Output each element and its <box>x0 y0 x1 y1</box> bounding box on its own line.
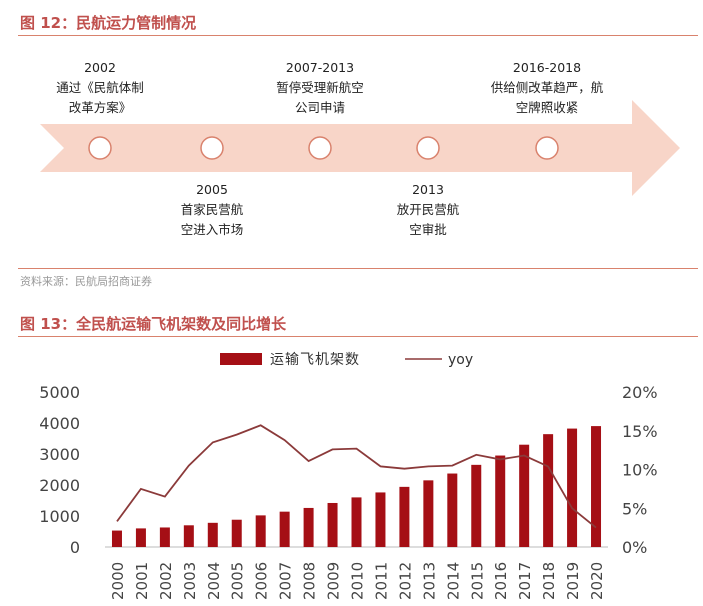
timeline-event-2016-2018: 2016-2018 供给侧改革趋严，航 空牌照收紧 <box>467 58 627 118</box>
timeline-text-line: 公司申请 <box>294 100 345 115</box>
bar-aircraft-count <box>423 480 434 547</box>
bar-aircraft-count <box>351 497 362 547</box>
legend-line-label: yoy <box>448 352 473 368</box>
y-right-tick-label: 5% <box>622 499 647 518</box>
bar-aircraft-count <box>279 511 290 547</box>
y-left-tick-label: 2000 <box>39 476 80 495</box>
x-tick-label: 2020 <box>588 562 606 600</box>
bar-aircraft-count <box>375 492 386 547</box>
bar-aircraft-count <box>567 428 578 547</box>
y-right-tick-label: 0% <box>622 538 647 557</box>
x-tick-label: 2005 <box>229 562 247 600</box>
timeline-text-line: 放开民营航 <box>396 202 460 217</box>
y-right-tick-label: 10% <box>622 461 658 480</box>
timeline-year: 2005 <box>196 182 228 197</box>
bar-aircraft-count <box>495 455 506 547</box>
timeline-event-2002: 2002 通过《民航体制 改革方案》 <box>40 58 160 118</box>
timeline-event-2013: 2013 放开民营航 空审批 <box>368 180 488 240</box>
x-tick-label: 2003 <box>181 562 199 600</box>
timeline-year: 2007-2013 <box>285 60 355 75</box>
figure12-title: 图 12：民航运力管制情况 <box>20 14 197 32</box>
x-tick-label: 2010 <box>349 562 367 600</box>
bar-aircraft-count <box>519 444 530 547</box>
x-tick-label: 2018 <box>540 562 558 600</box>
bar-aircraft-count <box>183 525 194 547</box>
x-tick-label: 2002 <box>157 562 175 600</box>
timeline-year: 2013 <box>412 182 444 197</box>
bar-aircraft-count <box>303 507 314 547</box>
bar-aircraft-count <box>159 527 170 547</box>
timeline-text-line: 空审批 <box>409 222 447 237</box>
bar-aircraft-count <box>399 486 410 547</box>
bar-aircraft-count <box>255 515 266 547</box>
x-tick-label: 2015 <box>468 562 486 600</box>
bar-aircraft-count <box>471 464 482 547</box>
timeline-text-line: 空进入市场 <box>180 222 244 237</box>
timeline-event-2007-2013: 2007-2013 暂停受理新航空 公司申请 <box>250 58 390 118</box>
figure12-bottom-rule <box>18 268 698 269</box>
timeline-text-line: 暂停受理新航空 <box>276 80 364 95</box>
y-left-tick-label: 3000 <box>39 445 80 464</box>
x-tick-label: 2013 <box>420 562 438 600</box>
x-tick-label: 2019 <box>564 562 582 600</box>
bar-aircraft-count <box>327 502 338 547</box>
yoy-line <box>116 424 597 529</box>
figure12-title-rule <box>18 35 698 36</box>
figure13-title-rule <box>18 336 698 337</box>
timeline-text-line: 供给侧改革趋严，航 <box>490 80 604 95</box>
x-tick-label: 2008 <box>301 562 319 600</box>
bar-aircraft-count <box>543 434 554 547</box>
y-left-tick-label: 5000 <box>39 383 80 402</box>
x-tick-label: 2000 <box>109 562 127 600</box>
x-tick-label: 2009 <box>325 562 343 600</box>
x-tick-label: 2014 <box>444 562 462 600</box>
timeline-text-line: 改革方案》 <box>68 100 132 115</box>
figure13-title: 图 13：全民航运输飞机架数及同比增长 <box>20 315 287 333</box>
timeline-text-line: 首家民营航 <box>180 202 244 217</box>
timeline-text-line: 通过《民航体制 <box>56 80 144 95</box>
y-right-tick-label: 15% <box>622 422 658 441</box>
legend-bar-label: 运输飞机架数 <box>270 352 360 368</box>
x-tick-label: 2017 <box>516 562 534 600</box>
timeline-year: 2016-2018 <box>512 60 582 75</box>
x-tick-label: 2001 <box>133 562 151 600</box>
y-left-tick-label: 4000 <box>39 414 80 433</box>
bar-aircraft-count <box>591 426 602 547</box>
x-tick-label: 2012 <box>396 562 414 600</box>
y-right-tick-label: 20% <box>622 383 658 402</box>
bar-aircraft-count <box>135 528 146 547</box>
legend-bar-swatch <box>220 353 262 365</box>
x-tick-label: 2011 <box>372 562 390 600</box>
x-tick-label: 2016 <box>492 562 510 600</box>
timeline-year: 2002 <box>84 60 116 75</box>
x-tick-label: 2006 <box>253 562 271 600</box>
figure12-source: 资料来源：民航局招商证券 <box>20 275 152 288</box>
timeline-event-2005: 2005 首家民营航 空进入市场 <box>152 180 272 240</box>
timeline-text-line: 空牌照收紧 <box>515 100 579 115</box>
y-left-tick-label: 0 <box>70 538 80 557</box>
x-tick-label: 2004 <box>205 562 223 600</box>
y-left-tick-label: 1000 <box>39 507 80 526</box>
bar-aircraft-count <box>447 473 458 547</box>
bar-aircraft-count <box>207 522 218 547</box>
bar-aircraft-count <box>111 530 122 547</box>
bar-aircraft-count <box>231 519 242 547</box>
x-tick-label: 2007 <box>277 562 295 600</box>
